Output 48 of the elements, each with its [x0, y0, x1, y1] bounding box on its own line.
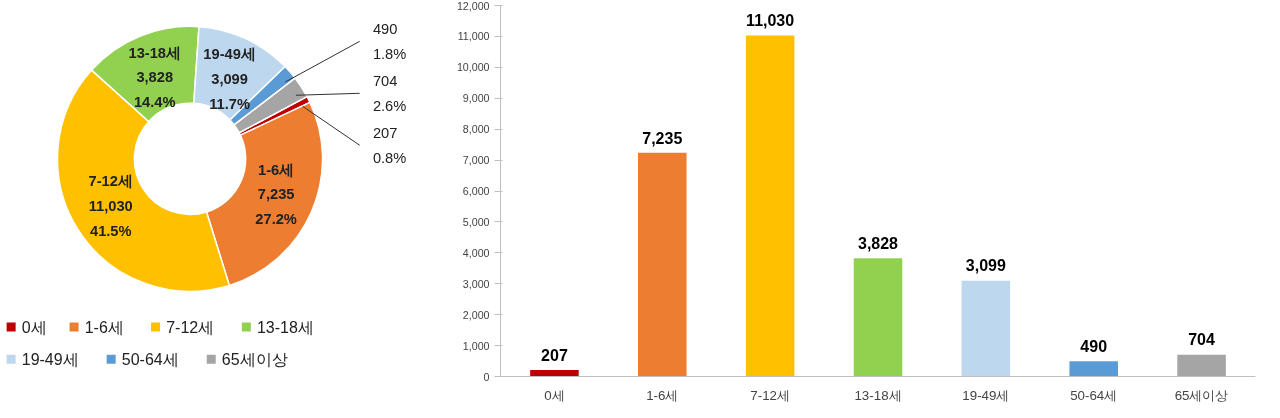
- legend-label: 1-6세: [84, 318, 124, 336]
- y-tick-label: 6,000: [462, 185, 490, 197]
- data-label: 19-49세 3,099 11.7%: [203, 46, 256, 112]
- legend-label: 0세: [21, 318, 47, 336]
- data-label: 490: [1080, 338, 1108, 356]
- data-label: 1-6세 7,235 27.2%: [255, 161, 297, 227]
- y-tick-label: 12,000: [456, 0, 490, 12]
- legend-label: 7-12세: [166, 318, 215, 336]
- y-tick-label: 5,000: [462, 215, 490, 228]
- data-label: 704: [1188, 331, 1216, 349]
- bar: [853, 258, 903, 377]
- data-label: 3,099: [965, 257, 1006, 275]
- legend-label: 13-18세: [256, 318, 314, 336]
- legend-label: 50-64세: [121, 350, 179, 368]
- bar: [1177, 354, 1226, 377]
- y-tick-label: 8,000: [462, 123, 490, 136]
- data-label: 13-18세 3,828 14.4%: [128, 44, 181, 111]
- data-label: 7,235: [642, 129, 683, 147]
- data-label: 207: [541, 346, 568, 364]
- data-label: 490 1.8%: [372, 21, 407, 62]
- x-tick-label: 0세: [544, 387, 565, 403]
- y-tick-label: 11,000: [457, 30, 490, 43]
- legend-label: 65세이상: [221, 350, 288, 368]
- x-tick-label: 50-64세: [1070, 387, 1118, 403]
- bar: [961, 280, 1011, 377]
- data-label: 207 0.8%: [372, 124, 407, 166]
- y-tick-label: 7,000: [462, 154, 490, 167]
- data-label: 704 2.6%: [372, 72, 407, 114]
- bar: [745, 35, 795, 377]
- bar: [1069, 361, 1118, 377]
- data-label: 11,030: [746, 12, 795, 30]
- y-tick-label: 2,000: [462, 308, 490, 321]
- y-tick-label: 0: [483, 370, 490, 383]
- x-tick-label: 19-49세: [962, 387, 1010, 403]
- data-label: 3,828: [857, 234, 899, 252]
- legend-label: 19-49세: [21, 350, 79, 368]
- y-tick-label: 4,000: [462, 246, 490, 259]
- bar: [530, 370, 579, 377]
- data-label: 7-12세 11,030 41.5%: [88, 173, 133, 239]
- y-tick-label: 1,000: [462, 339, 490, 352]
- y-tick-label: 10,000: [456, 61, 490, 74]
- x-tick-label: 13-18세: [854, 387, 902, 403]
- x-tick-label: 65세이상: [1174, 387, 1229, 403]
- y-tick-label: 9,000: [462, 92, 490, 105]
- x-tick-label: 7-12세: [750, 387, 790, 403]
- y-tick-label: 3,000: [462, 277, 490, 290]
- bar: [638, 152, 687, 377]
- x-tick-label: 1-6세: [646, 387, 679, 403]
